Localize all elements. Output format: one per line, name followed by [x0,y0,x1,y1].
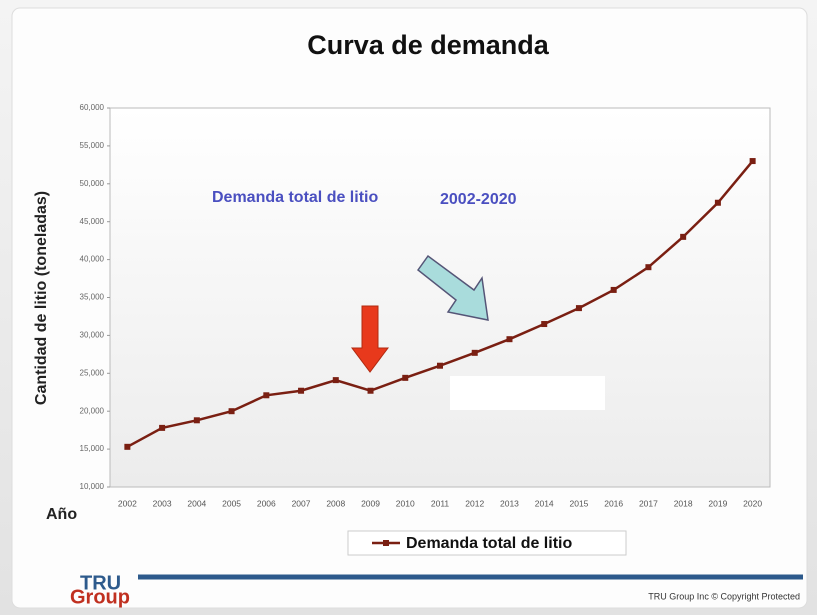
point [714,199,721,206]
point [124,443,131,450]
point [575,305,582,312]
point [228,408,235,415]
y-axis-label: Cantidad de litio (toneladas) [33,191,50,405]
y-tick-label: 20,000 [80,406,105,415]
annotation-period: 2002-2020 [440,191,517,208]
point [645,264,652,271]
point [193,417,200,424]
point [437,362,443,369]
x-tick-label: 2008 [326,498,345,508]
point [263,392,270,399]
point [610,286,617,293]
plot-area [109,107,771,488]
x-tick-label: 2004 [187,498,206,508]
x-tick-label: 2018 [674,498,693,508]
x-tick-label: 2009 [361,498,380,508]
y-tick-label: 30,000 [80,331,105,340]
x-tick-label: 2002 [118,498,137,508]
x-tick-label: 2020 [743,498,762,508]
point [541,321,548,328]
annotation: Demanda total de litio [212,189,378,206]
chart-title: Curva de demanda [307,30,550,60]
point [402,374,409,381]
x-axis-label: Año [46,506,77,523]
red-arrow [351,305,389,373]
y-tick-label: 40,000 [80,255,105,264]
point [298,387,305,394]
x-tick-label: 2013 [500,498,519,508]
legend-marker [383,540,389,546]
y-tick-label: 45,000 [80,217,105,226]
x-tick-label: 2015 [569,498,588,508]
point [749,158,756,165]
logo-bottom: Group [70,586,130,608]
legend-label: Demanda total de litio [406,535,572,552]
x-tick-label: 2012 [465,498,484,508]
x-tick-label: 2003 [153,498,172,508]
y-tick-label: 55,000 [80,141,105,150]
point [332,377,339,384]
y-tick-label: 15,000 [80,444,105,453]
y-tick-label: 10,000 [80,482,105,491]
x-tick-label: 2005 [222,498,241,508]
x-tick-label: 2017 [639,498,658,508]
footer: TRU Group Inc © Copyright Protected [648,591,800,601]
y-tick-label: 60,000 [80,103,105,112]
x-tick-label: 2006 [257,498,276,508]
point [680,233,687,240]
y-tick-label: 35,000 [80,293,105,302]
point [506,336,513,343]
y-tick-label: 50,000 [80,179,105,188]
blue-arrow [416,254,489,321]
x-tick-label: 2014 [535,498,554,508]
point [471,349,478,356]
y-tick-label: 25,000 [80,368,105,377]
x-tick-label: 2010 [396,498,415,508]
x-tick-label: 2016 [604,498,623,508]
x-tick-label: 2019 [708,498,727,508]
logo-top: TRU [80,572,121,594]
point [367,387,374,394]
x-tick-label: 2007 [292,498,311,508]
legend-box [347,530,627,556]
white-patch [450,376,605,410]
x-tick-label: 2011 [431,498,450,508]
point [159,424,166,431]
